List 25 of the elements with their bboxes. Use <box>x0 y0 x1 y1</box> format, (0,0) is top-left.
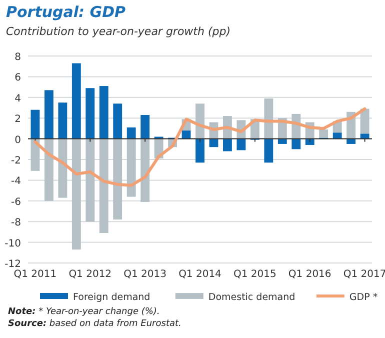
legend-label: Domestic demand <box>208 292 296 303</box>
x-tick-label: Q1 2011 <box>14 269 57 280</box>
chart-title: Portugal: GDP <box>6 3 126 21</box>
x-tick-label: Q1 2014 <box>178 269 222 280</box>
y-tick-label: -8 <box>11 218 21 229</box>
chart-subtitle: Contribution to year-on-year growth (pp) <box>6 25 231 38</box>
x-tick-label: Q1 2013 <box>124 269 167 280</box>
x-tick-label: Q1 2016 <box>288 269 332 280</box>
y-tick-label: -6 <box>11 196 21 208</box>
y-tick-label: 6 <box>14 72 21 84</box>
y-tick-label: -4 <box>11 176 21 188</box>
y-tick-label: 0 <box>14 134 21 146</box>
legend-label: Foreign demand <box>73 292 150 303</box>
y-tick-label: -12 <box>4 259 21 270</box>
text: Note: * Year-on-year change (%). <box>8 307 160 317</box>
y-tick-label: 8 <box>14 52 21 63</box>
source-note: Source: based on data from Eurostat. <box>8 319 182 329</box>
y-tick-label: -10 <box>4 238 21 250</box>
x-tick-label: Q1 2015 <box>233 269 276 280</box>
y-tick-label: 4 <box>14 93 21 104</box>
legend-label: GDP * <box>349 292 378 303</box>
y-tick-label: 2 <box>14 114 21 126</box>
y-tick-label: -2 <box>11 156 21 166</box>
x-tick-label: Q1 2017 <box>343 269 385 280</box>
x-tick-label: Q1 2012 <box>68 269 112 280</box>
